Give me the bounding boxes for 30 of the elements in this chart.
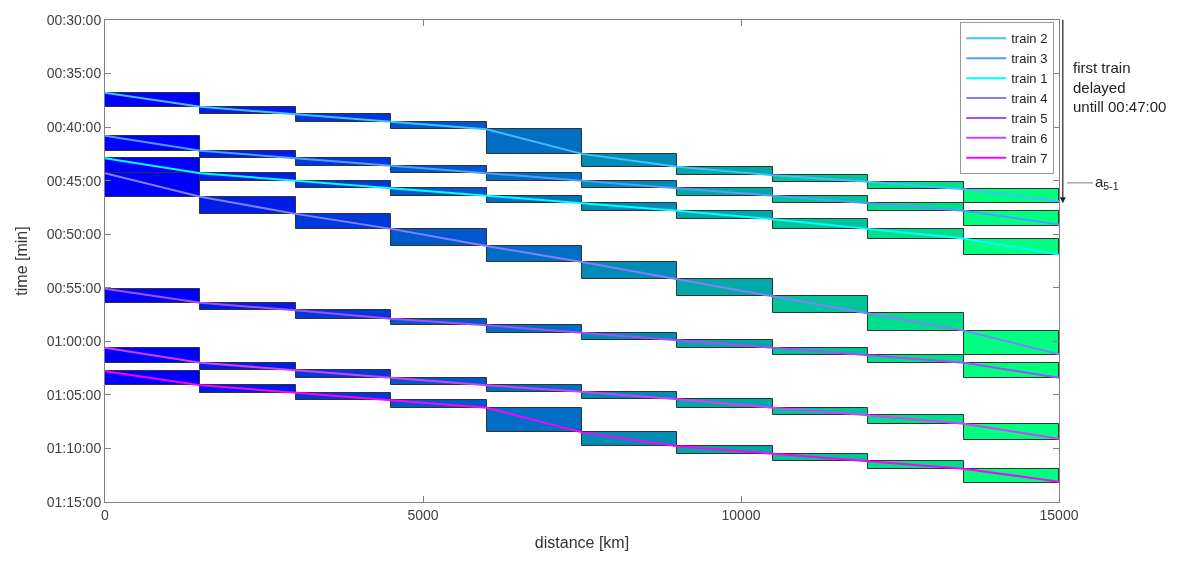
legend-label: train 3 [1011,51,1048,67]
line-series [105,134,1059,226]
x-tick-label: 15000 [1039,506,1079,523]
line-series [105,346,1059,440]
legend-label: train 7 [1011,150,1048,166]
x-tick-label: 0 [101,506,110,523]
y-tick-label: 01:15:00 [46,493,102,510]
x-tick-label: 5000 [407,506,439,523]
text: first train delayed untill 00:47:00 [1073,59,1167,115]
x-axis-title: distance [km] [534,534,630,552]
y-tick-label: 00:55:00 [46,279,102,296]
legend-label: train 1 [1011,71,1048,87]
y-tick-label: 00:40:00 [46,119,102,136]
y-tick-label: 00:30:00 [46,11,102,28]
y-tick-label: 00:45:00 [46,172,102,189]
line-series [105,287,1059,379]
legend-label: train 5 [1011,111,1048,127]
line-series [105,370,1059,483]
y-tick-label: 00:35:00 [46,65,102,82]
line-series [105,172,1059,356]
legend-label: train 2 [1011,31,1048,47]
x-tick-label: 10000 [721,506,761,523]
y-tick-label: 00:50:00 [46,226,102,243]
legend-label: train 4 [1011,91,1048,107]
legend-label: train 6 [1011,130,1048,146]
y-tick-label: 01:05:00 [46,386,102,403]
y-tick-label: 01:00:00 [46,333,102,350]
y-axis-title: time [min] [12,226,30,296]
text: a$_{5-1}$ [1095,173,1119,193]
y-tick-label: 01:10:00 [46,440,102,457]
